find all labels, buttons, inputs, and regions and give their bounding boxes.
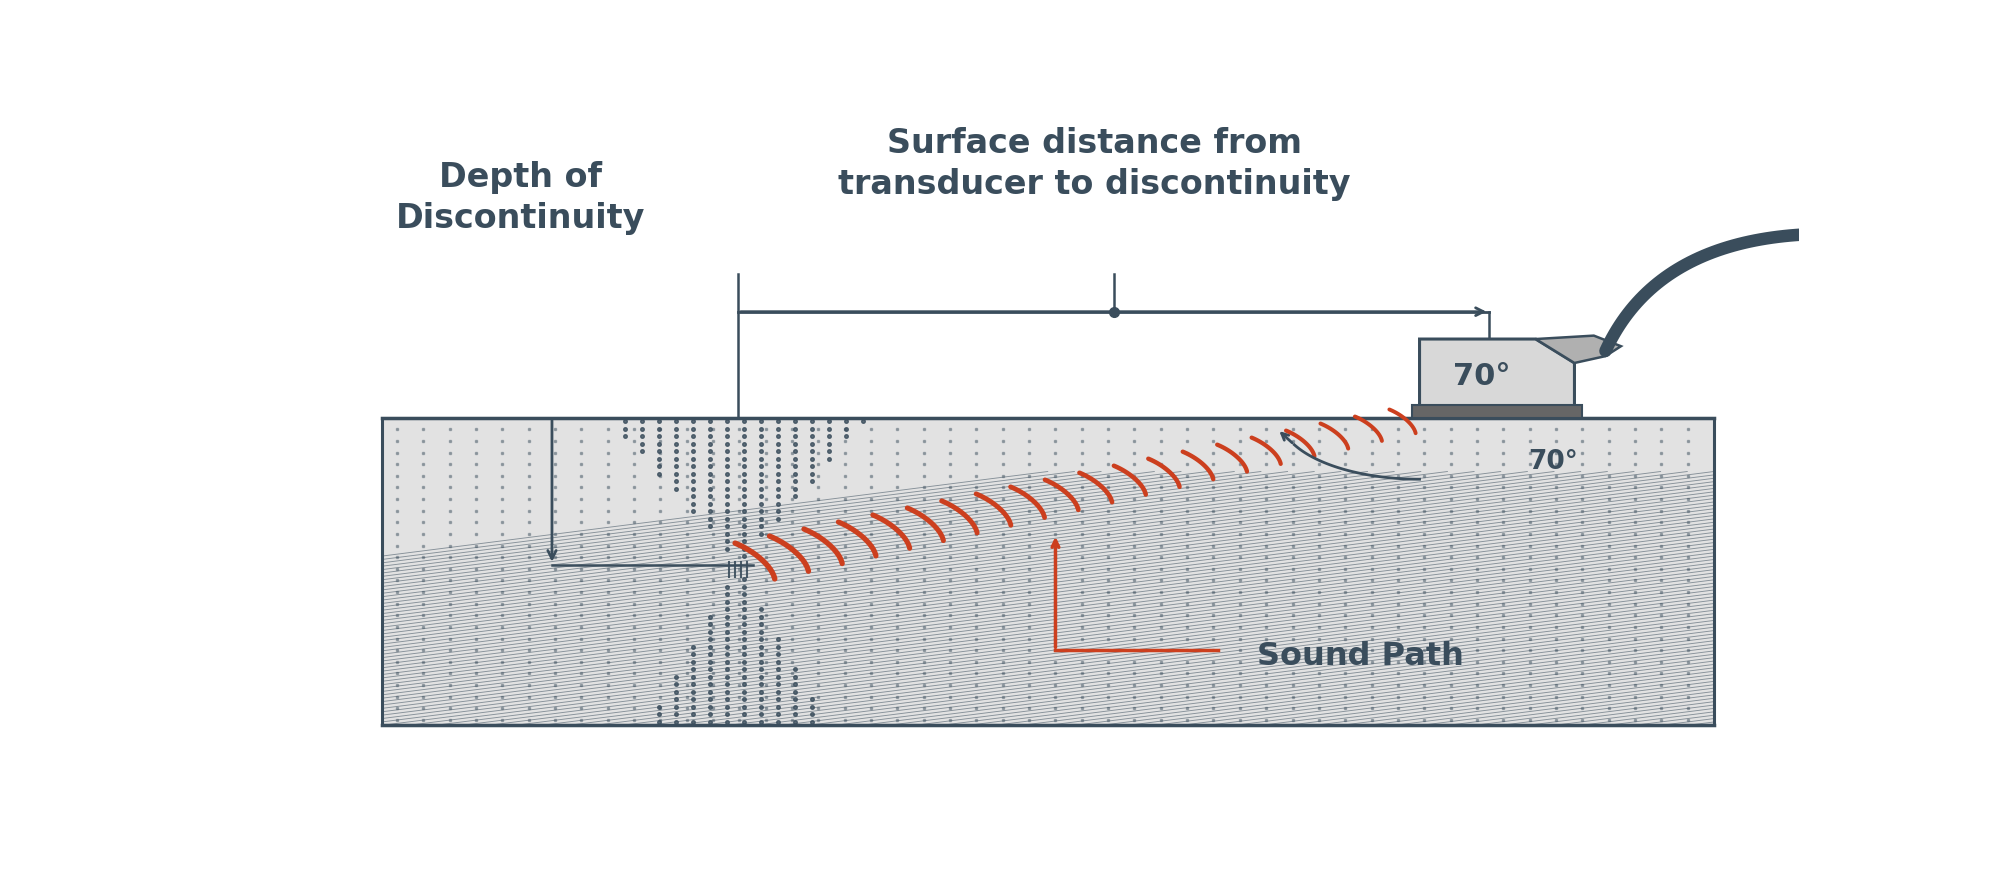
Text: Sound Path: Sound Path — [1257, 641, 1463, 672]
Polygon shape — [1419, 339, 1574, 417]
Polygon shape — [1534, 336, 1620, 363]
Text: Depth of
Discontinuity: Depth of Discontinuity — [396, 162, 645, 235]
Text: 70°: 70° — [1453, 362, 1510, 392]
Text: Surface distance from
transducer to discontinuity: Surface distance from transducer to disc… — [837, 127, 1351, 201]
Polygon shape — [1411, 405, 1582, 417]
Text: 70°: 70° — [1526, 449, 1576, 475]
Polygon shape — [382, 417, 1712, 725]
